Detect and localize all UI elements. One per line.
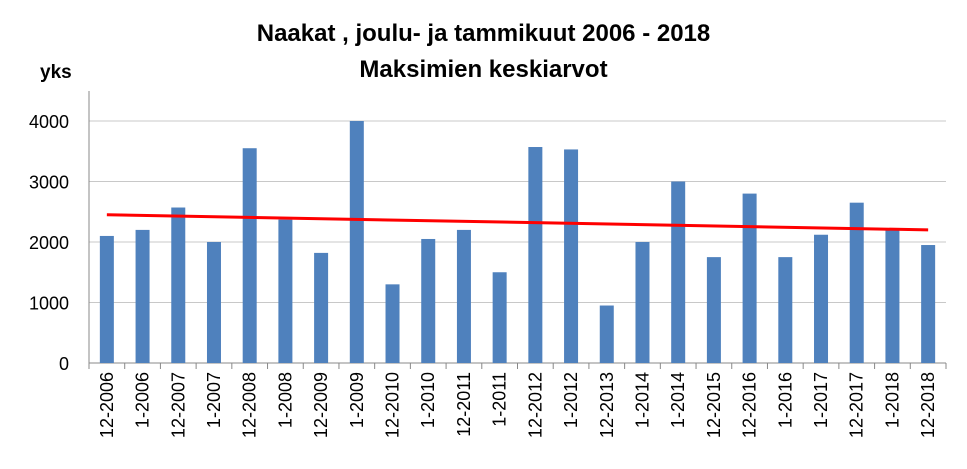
y-tick-label: 4000 [29,112,69,132]
x-tick-label: 1-2006 [133,372,153,428]
bar [206,242,221,363]
x-tick-label: 1-2011 [490,372,510,427]
y-tick-label: 2000 [29,233,69,253]
y-tick-label: 0 [59,354,69,374]
bar [456,229,471,363]
y-tick-label: 3000 [29,173,69,193]
x-tick-label: 1-2014 [668,372,688,428]
bar [599,305,614,363]
x-tick-label: 12-2011 [454,372,474,437]
bar [314,252,329,363]
x-tick-label: 1-2016 [775,372,795,428]
bar [706,257,721,363]
bar [135,229,150,363]
x-tick-label: 1-2012 [561,372,581,428]
bar [778,257,793,363]
x-tick-label: 12-2017 [847,372,867,438]
x-tick-label: 1-2010 [418,372,438,428]
x-tick-label: 1-2014 [632,372,652,428]
bar [564,149,579,363]
x-tick-label: 1-2008 [275,372,295,428]
bar [635,242,650,363]
bar [885,229,900,363]
x-tick-label: 12-2015 [704,372,724,438]
bar [742,193,757,363]
x-tick-label: 1-2018 [882,372,902,428]
bar [171,207,186,363]
chart-title: Naakat , joulu- ja tammikuut 2006 - 2018 [256,20,711,47]
x-tick-label: 12-2013 [597,372,617,438]
bar [528,147,543,363]
x-tick-label: 12-2016 [740,372,760,438]
bar [421,238,436,363]
y-tick-label: 1000 [29,294,69,314]
x-tick-label: 12-2007 [168,372,188,438]
bar [492,272,507,363]
x-tick-label: 12-2008 [240,372,260,438]
x-tick-label: 1-2007 [204,372,224,428]
bar [814,234,829,363]
y-axis-label: yks [40,62,72,83]
x-tick-label: 12-2009 [311,372,331,438]
chart-subtitle: Maksimien keskiarvot [359,56,608,83]
x-tick-label: 12-2018 [918,372,938,438]
bar [99,235,114,363]
x-tick-label: 12-2010 [383,372,403,438]
bar [849,202,864,363]
bar [242,148,257,363]
bar [278,219,293,363]
bar [671,181,686,363]
bar [349,121,364,363]
x-tick-label: 1-2009 [347,372,367,428]
bar [921,245,936,363]
trendline [106,213,929,232]
x-tick-label: 1-2017 [811,372,831,428]
x-tick-label: 12-2006 [97,372,117,438]
bar [385,284,400,363]
x-tick-label: 12-2012 [525,372,545,438]
